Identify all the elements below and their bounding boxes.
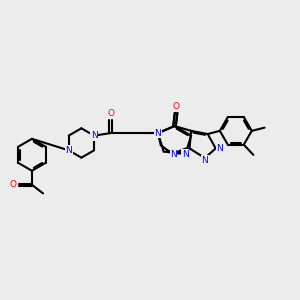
Text: N: N — [154, 129, 161, 138]
Text: O: O — [107, 110, 114, 118]
Text: N: N — [216, 144, 223, 153]
Text: N: N — [182, 150, 189, 159]
Text: N: N — [65, 146, 72, 155]
Text: N: N — [91, 131, 98, 140]
Text: N: N — [154, 129, 161, 138]
Text: N: N — [202, 156, 208, 165]
Text: O: O — [172, 102, 180, 111]
Text: N: N — [170, 150, 177, 159]
Text: O: O — [10, 180, 17, 189]
Text: O: O — [172, 102, 180, 111]
